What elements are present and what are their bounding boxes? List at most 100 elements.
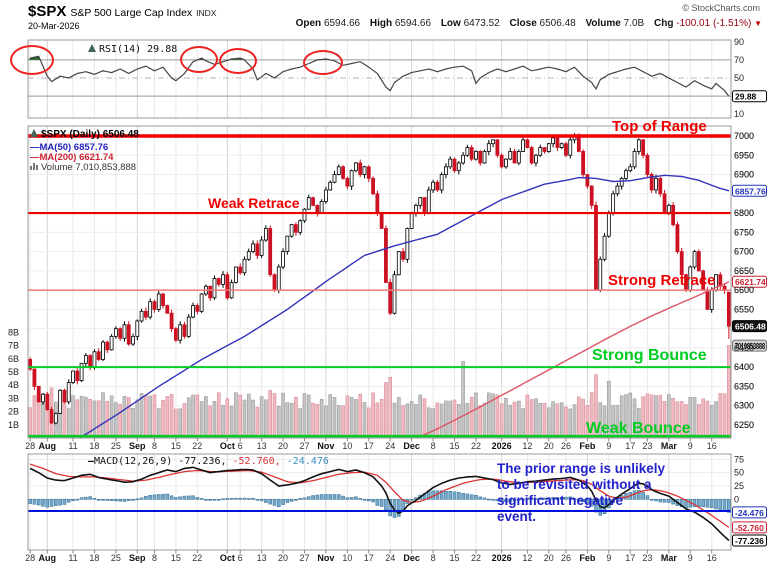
chart-date: 20-Mar-2026 [28,21,80,31]
svg-text:13: 13 [257,553,267,563]
svg-text:7000: 7000 [734,131,754,141]
svg-text:6700: 6700 [734,247,754,257]
svg-text:6800: 6800 [734,208,754,218]
svg-text:7000: 7000 [734,131,754,141]
svg-text:50: 50 [734,73,744,83]
svg-text:18: 18 [89,553,99,563]
svg-text:29.88: 29.88 [735,92,757,102]
svg-text:Mar: Mar [661,441,678,451]
svg-text:4B: 4B [8,380,19,390]
line-swatch-icon: — [88,456,95,467]
svg-text:0: 0 [734,494,739,504]
svg-text:27: 27 [299,441,309,451]
svg-text:23: 23 [642,553,652,563]
svg-text:17: 17 [364,441,374,451]
volume-bars-icon [30,163,38,170]
svg-text:20: 20 [544,441,554,451]
svg-text:6400: 6400 [734,362,754,372]
svg-text:50: 50 [734,468,744,478]
svg-text:-24.476: -24.476 [735,508,764,518]
svg-text:2026: 2026 [492,441,512,451]
axis-value-box: 29.88 [732,90,767,103]
macd-legend: —MACD(12,26,9) -77.236, -52.760, -24.476 [88,456,329,467]
svg-text:6550: 6550 [734,304,754,314]
rsi-plot [28,55,730,97]
annotation-weak-retrace: Weak Retrace [208,195,300,211]
svg-text:9: 9 [606,553,611,563]
macd-note-line: event. [497,509,537,524]
svg-text:Sep: Sep [129,441,146,451]
svg-text:7010853888: 7010853888 [735,341,765,351]
svg-text:-52.760: -52.760 [735,523,764,533]
svg-text:75: 75 [734,454,744,464]
svg-text:Nov: Nov [317,553,334,563]
macd-note-line: significant negative [497,493,624,508]
symbol-exchange: INDX [196,8,217,18]
svg-text:12: 12 [522,553,532,563]
chart-title: $SPX S&P 500 Large Cap Index INDX [28,3,216,21]
high-value: 6594.66 [394,18,432,29]
svg-text:25: 25 [734,481,744,491]
svg-text:17: 17 [625,553,635,563]
axis-value-box: 6621.74 [732,275,767,288]
svg-text:20: 20 [278,553,288,563]
panel-frames [27,39,732,551]
rsi-legend: RSI(14) 29.88 [88,44,177,55]
volume-legend: Volume 7,010,853,888 [30,162,136,173]
rsi-peak-circle [180,46,218,73]
volume-label: Volume [585,18,621,29]
ma200-legend: —MA(200) 6621.74 [30,152,113,163]
svg-text:6250: 6250 [734,420,754,430]
svg-text:22: 22 [192,553,202,563]
chg-value: -100.01 (-1.51%) [676,18,752,29]
svg-text:Dec: Dec [403,553,420,563]
axis-value-box: -77.236 [732,534,767,547]
svg-text:6621.74: 6621.74 [735,277,766,287]
svg-text:27: 27 [299,553,309,563]
copyright: © StockCharts.com [682,3,760,13]
svg-text:28: 28 [25,441,35,451]
svg-text:18: 18 [89,441,99,451]
macd-legend-black: MACD(12,26,9) -77.236, [94,456,227,467]
close-value: 6506.48 [539,18,576,29]
svg-text:10: 10 [342,553,352,563]
macd-note-line: to be revisited without a [497,477,652,492]
svg-text:6450: 6450 [734,343,754,353]
spx-legend-text: $SPX (Daily) 6506.48 [41,129,139,140]
svg-text:22: 22 [471,441,481,451]
svg-text:6857.76: 6857.76 [735,186,766,196]
svg-text:9: 9 [606,441,611,451]
candlestick-icon [30,129,38,137]
chg-down-arrow-icon: ▼ [754,19,762,28]
svg-text:23: 23 [642,441,652,451]
svg-text:6506.48: 6506.48 [735,322,766,332]
axis-value-box: 7010853888 [732,339,767,352]
svg-text:6: 6 [238,553,243,563]
macd-plot [28,463,731,542]
axis-value-box: -52.760 [732,521,767,534]
svg-text:28: 28 [25,553,35,563]
svg-text:Aug: Aug [39,441,57,451]
symbol-name: S&P 500 Large Cap Index [70,7,193,19]
low-label: Low [440,18,461,29]
macd-legend-blue: -24.476 [286,456,329,467]
annotation-strong-bounce: Strong Bounce [592,347,707,364]
svg-text:6750: 6750 [734,227,754,237]
open-label: Open [295,18,322,29]
svg-text:6: 6 [238,441,243,451]
svg-text:6B: 6B [8,354,19,364]
svg-text:Oct: Oct [220,441,235,451]
svg-text:6900: 6900 [734,170,754,180]
svg-text:6700: 6700 [734,247,754,257]
x-axis: 28 28 Aug Aug 11 11 18 18 25 25 Sep Sep 8 8 15 15 22 22 Oc… [25,438,717,563]
svg-text:Sep: Sep [129,553,146,563]
svg-text:3B: 3B [8,393,19,403]
chg-label: Chg [654,18,674,29]
svg-text:15: 15 [171,553,181,563]
svg-text:8: 8 [152,441,157,451]
svg-text:Dec: Dec [403,441,420,451]
volume-bars [28,345,731,438]
candles [28,133,731,425]
svg-text:2026: 2026 [492,553,512,563]
macd-note-line: The prior range is unlikely [497,461,666,476]
